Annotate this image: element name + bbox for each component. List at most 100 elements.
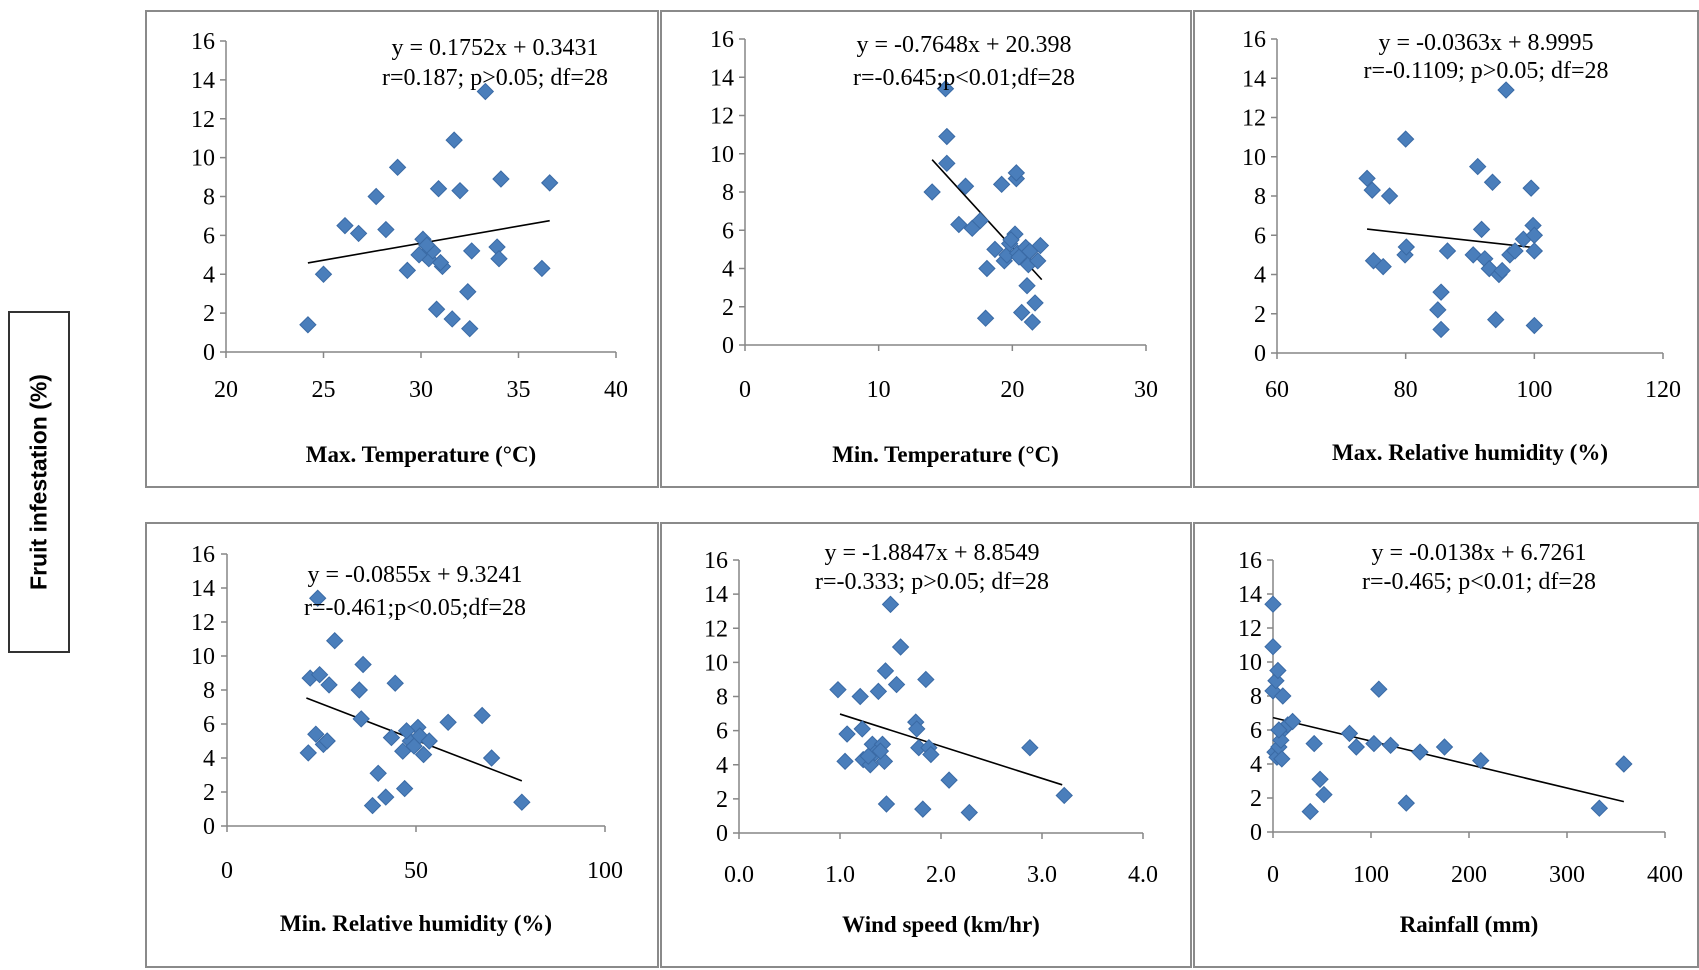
chart-svg-3: 0 2 4 6 8 10 12 14 16 60 80 100 120 y = -0.0363x + 8.… [1242,27,1681,465]
data-point [853,720,871,738]
y-tick-label: 4 [1250,752,1262,778]
data-point [1411,743,1429,761]
data-point [1026,294,1044,312]
data-point [431,253,450,272]
data-point [350,681,369,699]
data-point [1483,173,1502,191]
data-point [976,309,995,327]
data-point [410,246,428,264]
data-point [1438,242,1457,260]
data-point [414,745,433,764]
data-point [829,680,847,699]
y-tick-label: 2 [716,787,728,813]
y-tick-label: 8 [203,678,215,704]
data-point [309,589,327,607]
data-point [318,732,336,750]
data-point [476,82,495,101]
data-point [1018,277,1036,295]
chart-panel-2: 0 2 4 6 8 10 12 14 16 0 10 20 30 y = -0.7648x + 20.39… [660,10,1192,488]
x-tick-label: 0 [739,377,751,403]
data-point [871,742,890,760]
data-point [363,796,382,815]
data-point [490,249,508,268]
chart-panel-6: 0 2 4 6 8 10 12 14 16 0 100 200 300 400 y = -0.0138x +… [1193,522,1699,968]
y-tick-label: 8 [203,185,215,211]
data-point [1283,712,1302,731]
data-point [377,788,395,806]
x-tick-label: 400 [1647,862,1683,888]
data-point [971,211,989,230]
data-point [1270,721,1288,739]
data-point [869,682,888,701]
data-point [307,725,325,743]
data-point [540,174,559,192]
y-tick-label: 14 [704,582,728,608]
x-tick-label: 60 [1265,377,1289,403]
chart-svg-1: 0 2 4 6 8 10 12 14 16 20 25 30 35 40 y = 0.1752x + 0.3… [191,29,628,467]
y-tick-label: 16 [704,548,728,574]
data-point [1007,164,1026,182]
correlation-stats: r=-0.333; p>0.05; df=28 [815,569,1049,595]
data-point [388,158,407,177]
y-tick-label: 2 [203,780,215,806]
data-point [1055,786,1073,805]
data-point [877,795,896,813]
data-point [299,316,317,334]
data-point [386,674,404,692]
x-tick-label: 30 [409,377,433,403]
data-point [398,261,417,280]
data-point [956,177,975,195]
y-tick-label: 14 [1242,66,1266,92]
data-point [1311,770,1329,789]
y-axis-title: Fruit infestation (%) [25,374,52,590]
data-point [299,744,317,762]
x-tick-label: 200 [1451,862,1487,888]
x-tick-label: 100 [587,858,623,884]
data-point [1381,736,1400,755]
chart-panel-1: 0 2 4 6 8 10 12 14 16 20 25 30 35 40 y = 0.1752x + 0.3… [145,10,659,488]
y-tick-label: 0 [716,821,728,847]
correlation-stats: r=-0.465; p<0.01; df=28 [1362,569,1596,595]
regression-equation: y = -0.0138x + 6.7261 [1371,540,1586,566]
x-tick-label: 35 [507,377,531,403]
y-tick-label: 16 [191,542,215,568]
data-point [395,779,414,798]
y-tick-label: 2 [1250,786,1262,812]
x-axis-title: Max. Temperature (°C) [306,442,536,467]
x-tick-label: 3.0 [1027,862,1057,888]
chart-panel-3: 0 2 4 6 8 10 12 14 16 60 80 100 120 y = -0.0363x + 8.… [1193,10,1699,488]
data-point [326,631,344,650]
y-tick-label: 10 [704,650,728,676]
data-point [923,183,941,201]
x-tick-label: 1.0 [825,862,855,888]
chart-panel-5: 0 2 4 6 8 10 12 14 16 0.0 1.0 2.0 3.0 4.0 y = -1.8847x… [660,522,1192,968]
data-point [1472,220,1491,239]
data-point [938,154,956,173]
x-tick-label: 100 [1516,377,1552,403]
data-point [1340,724,1359,743]
data-point [473,706,491,725]
data-point [1374,257,1392,276]
x-tick-label: 25 [312,377,336,403]
y-tick-label: 6 [722,218,734,244]
y-tick-label: 4 [716,753,728,779]
y-tick-label: 10 [710,142,734,168]
data-point [1615,755,1633,773]
data-point [1370,680,1388,698]
x-tick-label: 20 [214,377,238,403]
data-point [352,710,370,728]
data-point [1023,313,1042,331]
data-point [533,259,551,278]
y-tick-label: 0 [203,814,215,840]
x-tick-label: 30 [1134,377,1158,403]
correlation-stats: r=-0.645;p<0.01;df=28 [853,65,1075,91]
y-tick-label: 6 [716,719,728,745]
y-tick-label: 12 [710,104,734,130]
y-tick-label: 10 [1242,145,1266,171]
y-tick-label: 10 [1238,650,1262,676]
trendline [1366,228,1535,249]
x-tick-label: 300 [1549,862,1585,888]
data-point [1029,252,1047,270]
y-tick-label: 14 [191,68,215,94]
y-tick-label: 8 [1250,684,1262,710]
